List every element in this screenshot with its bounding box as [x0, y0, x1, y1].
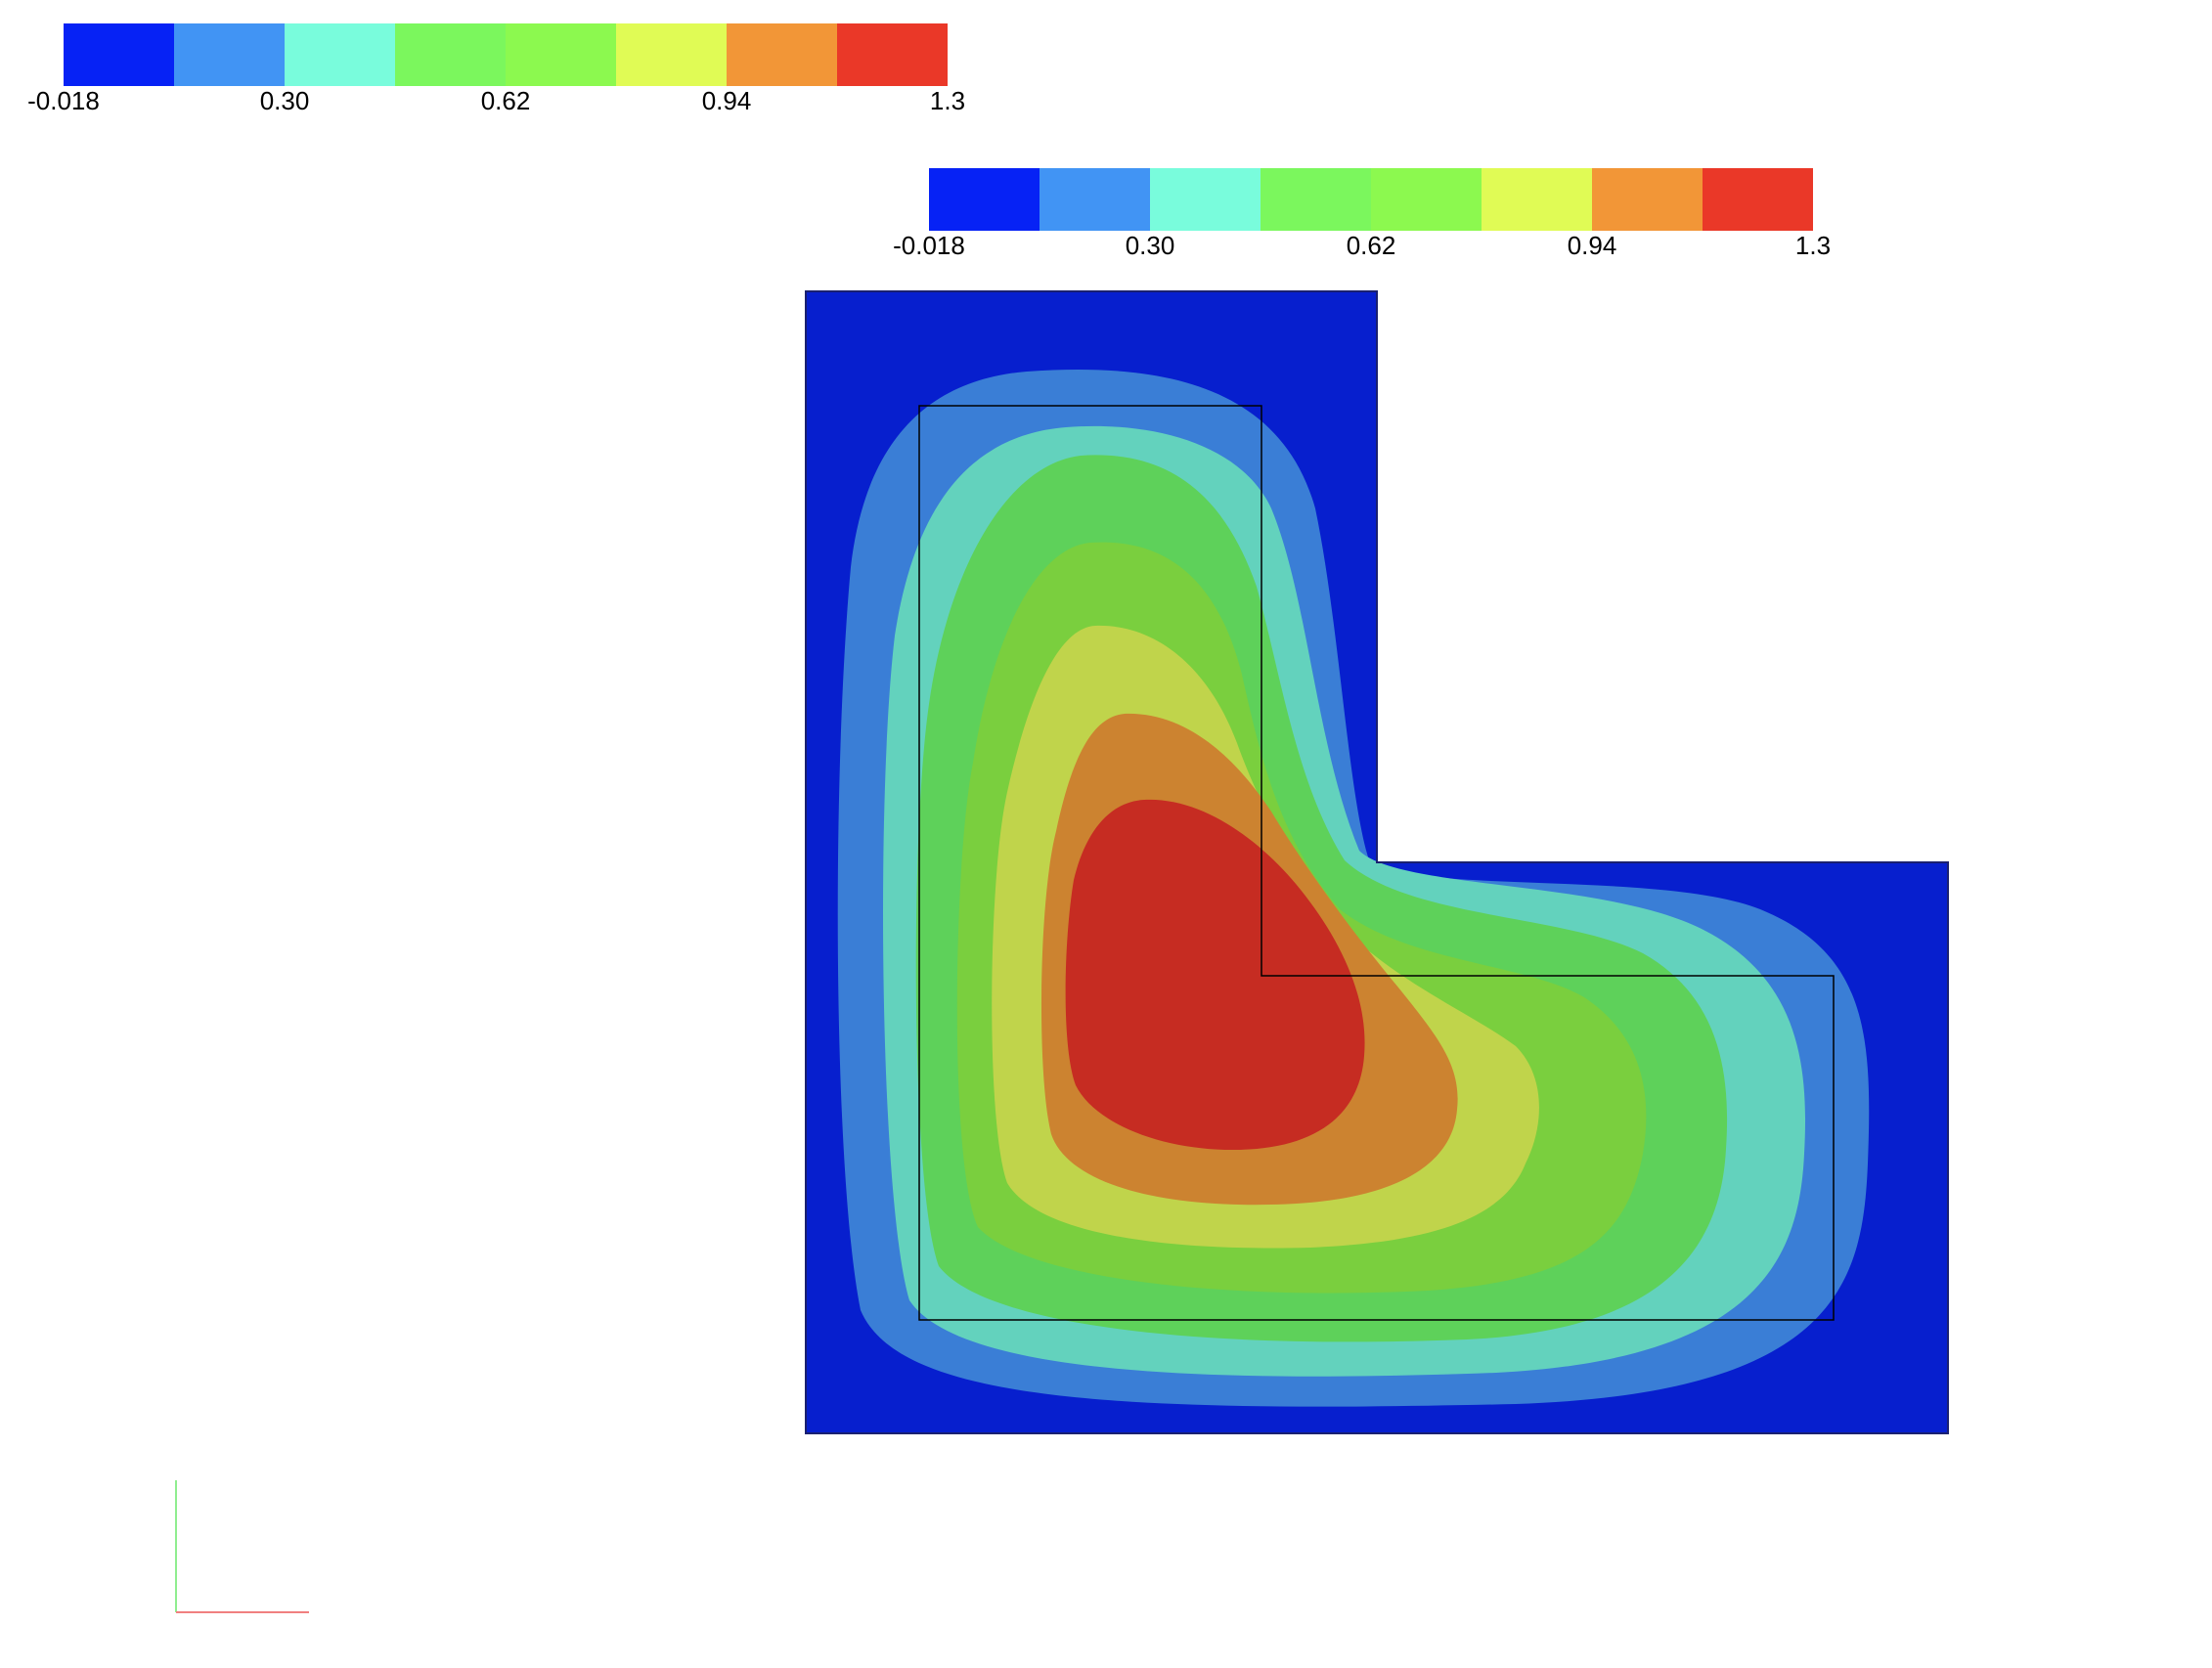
colorbar-swatch	[837, 23, 948, 86]
axes-triad	[175, 1480, 309, 1613]
colorbar-tick-label: 0.62	[480, 86, 531, 115]
colorbar-swatch	[395, 23, 506, 86]
colorbar-swatch	[1040, 168, 1150, 231]
colorbar-swatch	[285, 23, 395, 86]
domain-outline	[805, 290, 1949, 1434]
colorbar-swatch	[1482, 168, 1592, 231]
colorbar-swatches	[929, 168, 1813, 231]
colorbar-swatch	[506, 23, 616, 86]
colorbar-swatch	[929, 168, 1040, 231]
contour-band	[1065, 799, 1365, 1151]
colorbar-swatch	[727, 23, 837, 86]
colorbar-tick-label: 0.94	[1567, 231, 1617, 260]
colorbar-top-center: -0.018 0.30 0.62 0.94 1.3	[893, 168, 1831, 258]
colorbar-tick-label: 0.30	[1125, 231, 1175, 260]
colorbar-swatch	[1150, 168, 1261, 231]
colorbar-swatch	[174, 23, 285, 86]
colorbar-swatch	[1703, 168, 1813, 231]
colorbar-swatch	[1261, 168, 1371, 231]
colorbar-tick-label: 1.3	[929, 86, 966, 115]
colorbar-tick-label: 0.30	[259, 86, 310, 115]
colorbar-swatch	[1592, 168, 1703, 231]
colorbar-tick-label: -0.018	[27, 86, 100, 115]
colorbar-top-left: -0.018 0.30 0.62 0.94 1.3	[27, 23, 965, 113]
colorbar-tick-label: 0.62	[1346, 231, 1396, 260]
colorbar-swatches	[64, 23, 948, 86]
colorbar-swatch	[616, 23, 727, 86]
overlay-outline	[918, 405, 1835, 1321]
colorbar-swatch	[1371, 168, 1482, 231]
colorbar-tick-label: 0.94	[701, 86, 752, 115]
colorbar-tick-label: -0.018	[893, 231, 965, 260]
colorbar-tick-label: 1.3	[1794, 231, 1832, 260]
colorbar-swatch	[64, 23, 174, 86]
